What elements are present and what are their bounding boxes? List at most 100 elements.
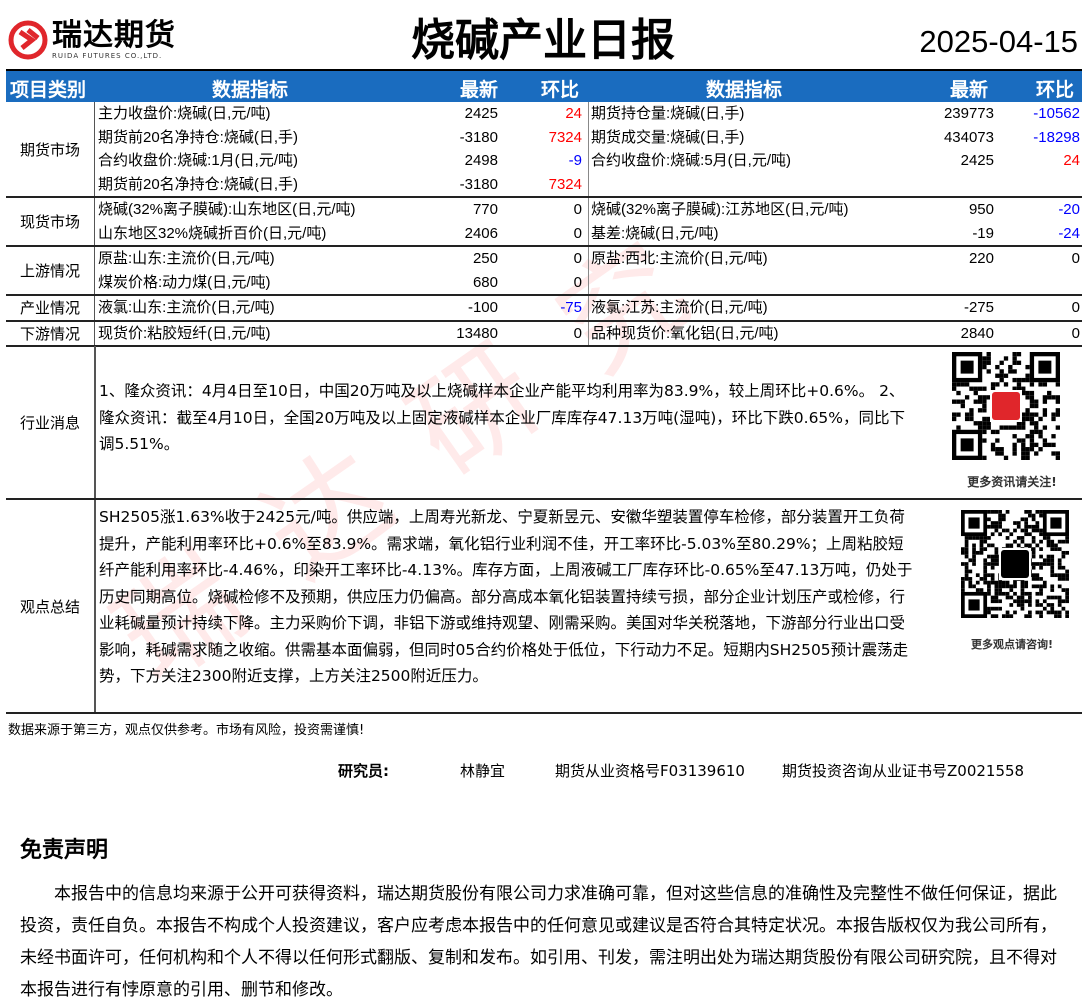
header-indicator: 数据指标 <box>212 79 289 101</box>
latest-value: 239773 <box>943 105 994 122</box>
column-divider <box>588 198 589 245</box>
qr-code <box>952 352 1060 460</box>
table-row: 期货前20名净持仓:烧碱(日,手) -3180 7324 期货成交量:烧碱(日,手) 4… <box>6 126 1082 150</box>
indicator-name: 期货持仓量:烧碱(日,手) <box>591 105 745 122</box>
change-value: -75 <box>560 299 582 316</box>
change-value: 0 <box>1071 250 1080 267</box>
table-row: 期货前20名净持仓:烧碱(日,手) -3180 7324 <box>6 173 1082 197</box>
table-row: 山东地区32%烧碱折百价(日,元/吨) 2406 0 基差:烧碱(日,元/吨) -19 -… <box>6 222 1082 246</box>
category-label: 期货市场 <box>6 102 95 196</box>
change-value: 0 <box>1071 299 1080 316</box>
change-value: 7324 <box>548 128 582 146</box>
indicator-name: 合约收盘价:烧碱:5月(日,元/吨) <box>591 152 792 169</box>
change-value: 0 <box>573 324 582 342</box>
section-4: 产业情况 液氯:山东:主流价(日,元/吨) -100 -75 液氯:江苏:主流价(日,元… <box>6 296 1082 322</box>
section-1: 期货市场 主力收盘价:烧碱(日,元/吨) 2425 24 期货持仓量:烧碱(日,手) 23… <box>6 102 1082 198</box>
view-category: 观点总结 <box>6 500 95 712</box>
indicator-name: 主力收盘价:烧碱(日,元/吨) <box>98 105 271 122</box>
logo-text: 瑞达期货 <box>52 18 176 53</box>
change-value: 0 <box>1071 324 1080 342</box>
indicator-name: 期货前20名净持仓:烧碱(日,手) <box>98 128 299 146</box>
indicator-name: 煤炭价格:动力煤(日,元/吨) <box>98 273 271 291</box>
latest-value: -100 <box>467 299 498 316</box>
news-text: 1、隆众资讯：4月4日至10日，中国20万吨及以上烧碱样本企业产能平均利用率为8… <box>95 346 925 498</box>
latest-value: 2406 <box>464 224 498 242</box>
category-label: 产业情况 <box>6 296 95 320</box>
indicator-name: 烧碱(32%离子膜碱):江苏地区(日,元/吨) <box>591 201 849 218</box>
news-category: 行业消息 <box>6 346 95 498</box>
qr-caption: 更多观点请咨询! <box>970 638 1054 651</box>
change-value: 0 <box>573 201 582 218</box>
latest-value: -19 <box>972 224 994 242</box>
view-section: 观点总结 SH2505涨1.63%收于2425元/吨。供应端，上周寿光新龙、宁夏… <box>6 500 1082 714</box>
indicator-name: 原盐:西北:主流价(日,元/吨) <box>591 250 768 267</box>
latest-value: 2425 <box>464 105 498 122</box>
report-date: 2025-04-15 <box>919 24 1078 59</box>
category-label: 下游情况 <box>6 321 95 345</box>
latest-value: 2840 <box>960 324 994 342</box>
qr-caption: 更多资讯请关注! <box>967 475 1057 489</box>
latest-value: 770 <box>472 201 498 218</box>
column-divider <box>588 102 589 196</box>
latest-value: 680 <box>472 273 498 291</box>
header-latest: 最新 <box>460 79 499 101</box>
latest-value: -3180 <box>459 128 498 146</box>
company-logo: 瑞达期货 RUIDA FUTURES CO.,LTD. <box>8 20 176 60</box>
table-row: 液氯:山东:主流价(日,元/吨) -100 -75 液氯:江苏:主流价(日,元/吨) -… <box>6 296 1082 320</box>
header-category: 项目类别 <box>10 79 87 101</box>
change-value: 0 <box>573 250 582 267</box>
researcher-label: 研究员: <box>338 762 389 780</box>
researcher-name: 林静宜 <box>460 762 506 780</box>
column-divider <box>588 296 589 320</box>
table-header: 项目类别 数据指标 最新 环比 数据指标 最新 环比 <box>6 69 1082 102</box>
header-indicator-2: 数据指标 <box>706 79 783 101</box>
table-row: 合约收盘价:烧碱:1月(日,元/吨) 2498 -9 合约收盘价:烧碱:5月(日,元/… <box>6 149 1082 173</box>
header-change: 环比 <box>541 79 580 101</box>
section-2: 现货市场 烧碱(32%离子膜碱):山东地区(日,元/吨) 770 0 烧碱(32%离子膜… <box>6 198 1082 247</box>
indicator-name: 液氯:江苏:主流价(日,元/吨) <box>591 299 768 316</box>
header-change-2: 环比 <box>1036 79 1075 101</box>
indicator-name: 期货成交量:烧碱(日,手) <box>591 128 745 146</box>
logo-icon <box>8 20 48 60</box>
latest-value: 434073 <box>943 128 994 146</box>
change-value: -10562 <box>1033 105 1080 122</box>
table-row: 主力收盘价:烧碱(日,元/吨) 2425 24 期货持仓量:烧碱(日,手) 239773… <box>6 102 1082 126</box>
indicator-name: 液氯:山东:主流价(日,元/吨) <box>98 299 275 316</box>
indicator-name: 山东地区32%烧碱折百价(日,元/吨) <box>98 224 327 242</box>
change-value: 0 <box>573 224 582 242</box>
change-value: -24 <box>1058 224 1080 242</box>
change-value: 24 <box>565 105 582 122</box>
latest-value: 220 <box>968 250 994 267</box>
indicator-name: 品种现货价:氧化铝(日,元/吨) <box>591 324 779 342</box>
column-divider <box>588 321 589 345</box>
indicator-name: 烧碱(32%离子膜碱):山东地区(日,元/吨) <box>98 201 356 218</box>
disclaimer-title: 免责声明 <box>20 838 109 863</box>
view-text: SH2505涨1.63%收于2425元/吨。供应端，上周寿光新龙、宁夏新昱元、安… <box>95 500 925 712</box>
news-section: 行业消息 1、隆众资讯：4月4日至10日，中国20万吨及以上烧碱样本企业产能平均… <box>6 346 1082 500</box>
latest-value: -3180 <box>459 175 498 193</box>
indicator-name: 合约收盘价:烧碱:1月(日,元/吨) <box>98 152 299 169</box>
table-row: 烧碱(32%离子膜碱):山东地区(日,元/吨) 770 0 烧碱(32%离子膜碱):江… <box>6 198 1082 222</box>
latest-value: 250 <box>472 250 498 267</box>
indicator-name: 现货价:粘胶短纤(日,元/吨) <box>98 324 271 342</box>
latest-value: 2498 <box>464 152 498 169</box>
column-divider <box>588 247 589 294</box>
header-latest-2: 最新 <box>950 79 989 101</box>
qr-code-wechat <box>961 510 1069 619</box>
latest-value: 2425 <box>960 152 994 169</box>
table-row: 现货价:粘胶短纤(日,元/吨) 13480 0 品种现货价:氧化铝(日,元/吨) 284… <box>6 322 1082 346</box>
indicator-name: 基差:烧碱(日,元/吨) <box>591 224 719 242</box>
table-row: 原盐:山东:主流价(日,元/吨) 250 0 原盐:西北:主流价(日,元/吨) 220 0 <box>6 247 1082 271</box>
latest-value: 950 <box>968 201 994 218</box>
change-value: -18298 <box>1033 128 1080 146</box>
change-value: 0 <box>573 273 582 291</box>
change-value: -9 <box>568 152 582 169</box>
category-label: 现货市场 <box>6 198 95 245</box>
source-note: 数据来源于第三方，观点仅供参考。市场有风险，投资需谨慎! <box>8 723 365 738</box>
disclaimer-text: 本报告中的信息均来源于公开可获得资料，瑞达期货股份有限公司力求准确可靠，但对这些… <box>20 884 1057 1000</box>
logo-subtext: RUIDA FUTURES CO.,LTD. <box>52 52 163 60</box>
indicator-name: 原盐:山东:主流价(日,元/吨) <box>98 250 275 267</box>
latest-value: 13480 <box>456 324 498 342</box>
category-label: 上游情况 <box>6 247 95 294</box>
indicator-name: 期货前20名净持仓:烧碱(日,手) <box>98 175 299 193</box>
